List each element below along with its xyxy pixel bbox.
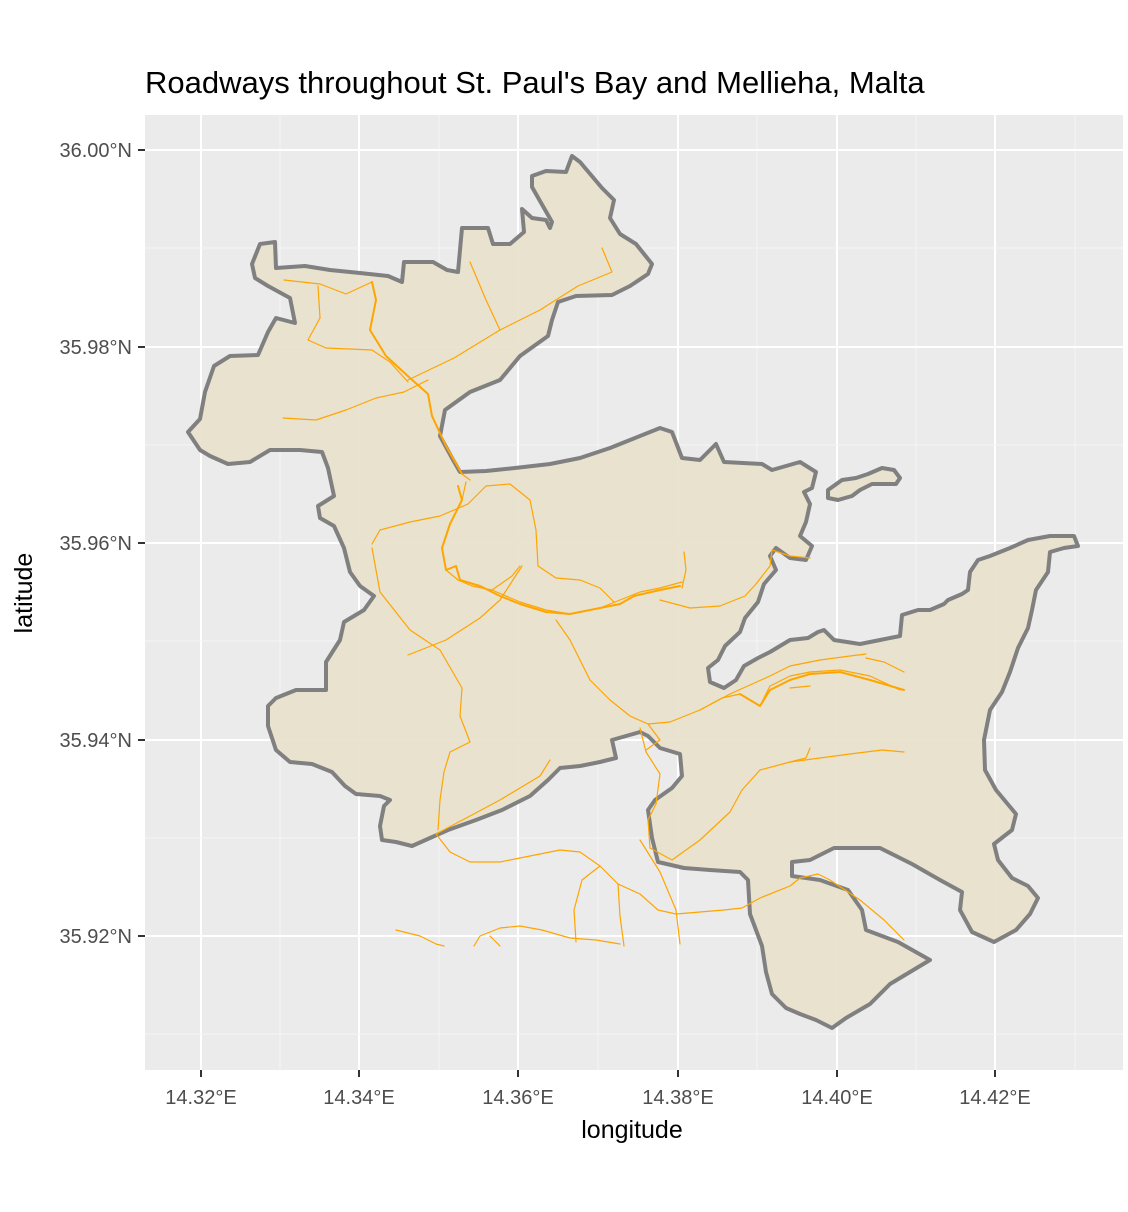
x-axis-label: longitude (581, 1116, 682, 1144)
road-27 (645, 723, 661, 751)
road-21 (617, 883, 625, 947)
road-5 (282, 379, 429, 421)
road-17 (639, 727, 811, 861)
x-tick-label-3: 14.36°E (482, 1087, 553, 1109)
major-roads (369, 281, 905, 707)
road-24 (489, 935, 501, 947)
x-tick-label-6: 14.42°E (959, 1087, 1030, 1109)
y-axis: 36.00°N 35.98°N 35.96°N 35.94°N 35.92°N (60, 140, 145, 948)
x-tick-label-5: 14.40°E (801, 1087, 872, 1109)
y-tick-label-1: 36.00°N (60, 140, 133, 162)
y-tick-label-3: 35.96°N (60, 533, 133, 555)
road-10 (491, 565, 521, 591)
road-4 (469, 261, 501, 331)
road-22 (395, 929, 445, 947)
road-7 (371, 483, 615, 603)
boundary-islet (826, 466, 902, 502)
road-8 (371, 547, 471, 831)
major-road-2 (441, 485, 681, 615)
boundary-mellieha-north (186, 154, 1080, 1030)
road-12 (659, 549, 811, 609)
road-15 (789, 685, 811, 689)
road-2 (307, 285, 409, 383)
road-20 (573, 865, 601, 943)
road-13 (681, 551, 687, 589)
road-3 (407, 247, 613, 381)
x-tick-label-4: 14.38°E (642, 1087, 713, 1109)
x-tick-label-1: 14.32°E (165, 1087, 236, 1109)
y-tick-label-5: 35.92°N (60, 926, 133, 948)
y-tick-label-2: 35.98°N (60, 337, 133, 359)
map-title: Roadways throughout St. Paul's Bay and M… (145, 65, 925, 100)
boundary-polygons (186, 154, 1080, 1030)
major-road-3 (739, 671, 905, 707)
road-26 (435, 759, 551, 835)
road-18 (789, 749, 905, 763)
y-tick-label-4: 35.94°N (60, 730, 133, 752)
road-9 (407, 565, 523, 656)
road-16 (865, 657, 905, 673)
road-14 (699, 653, 867, 711)
x-axis: 14.32°E 14.34°E 14.36°E 14.38°E 14.40°E … (165, 1070, 1031, 1109)
road-25 (639, 839, 681, 945)
major-road-1 (369, 281, 463, 475)
road-23 (473, 925, 621, 947)
y-axis-label: latitude (10, 553, 38, 634)
x-tick-label-2: 14.34°E (323, 1087, 394, 1109)
